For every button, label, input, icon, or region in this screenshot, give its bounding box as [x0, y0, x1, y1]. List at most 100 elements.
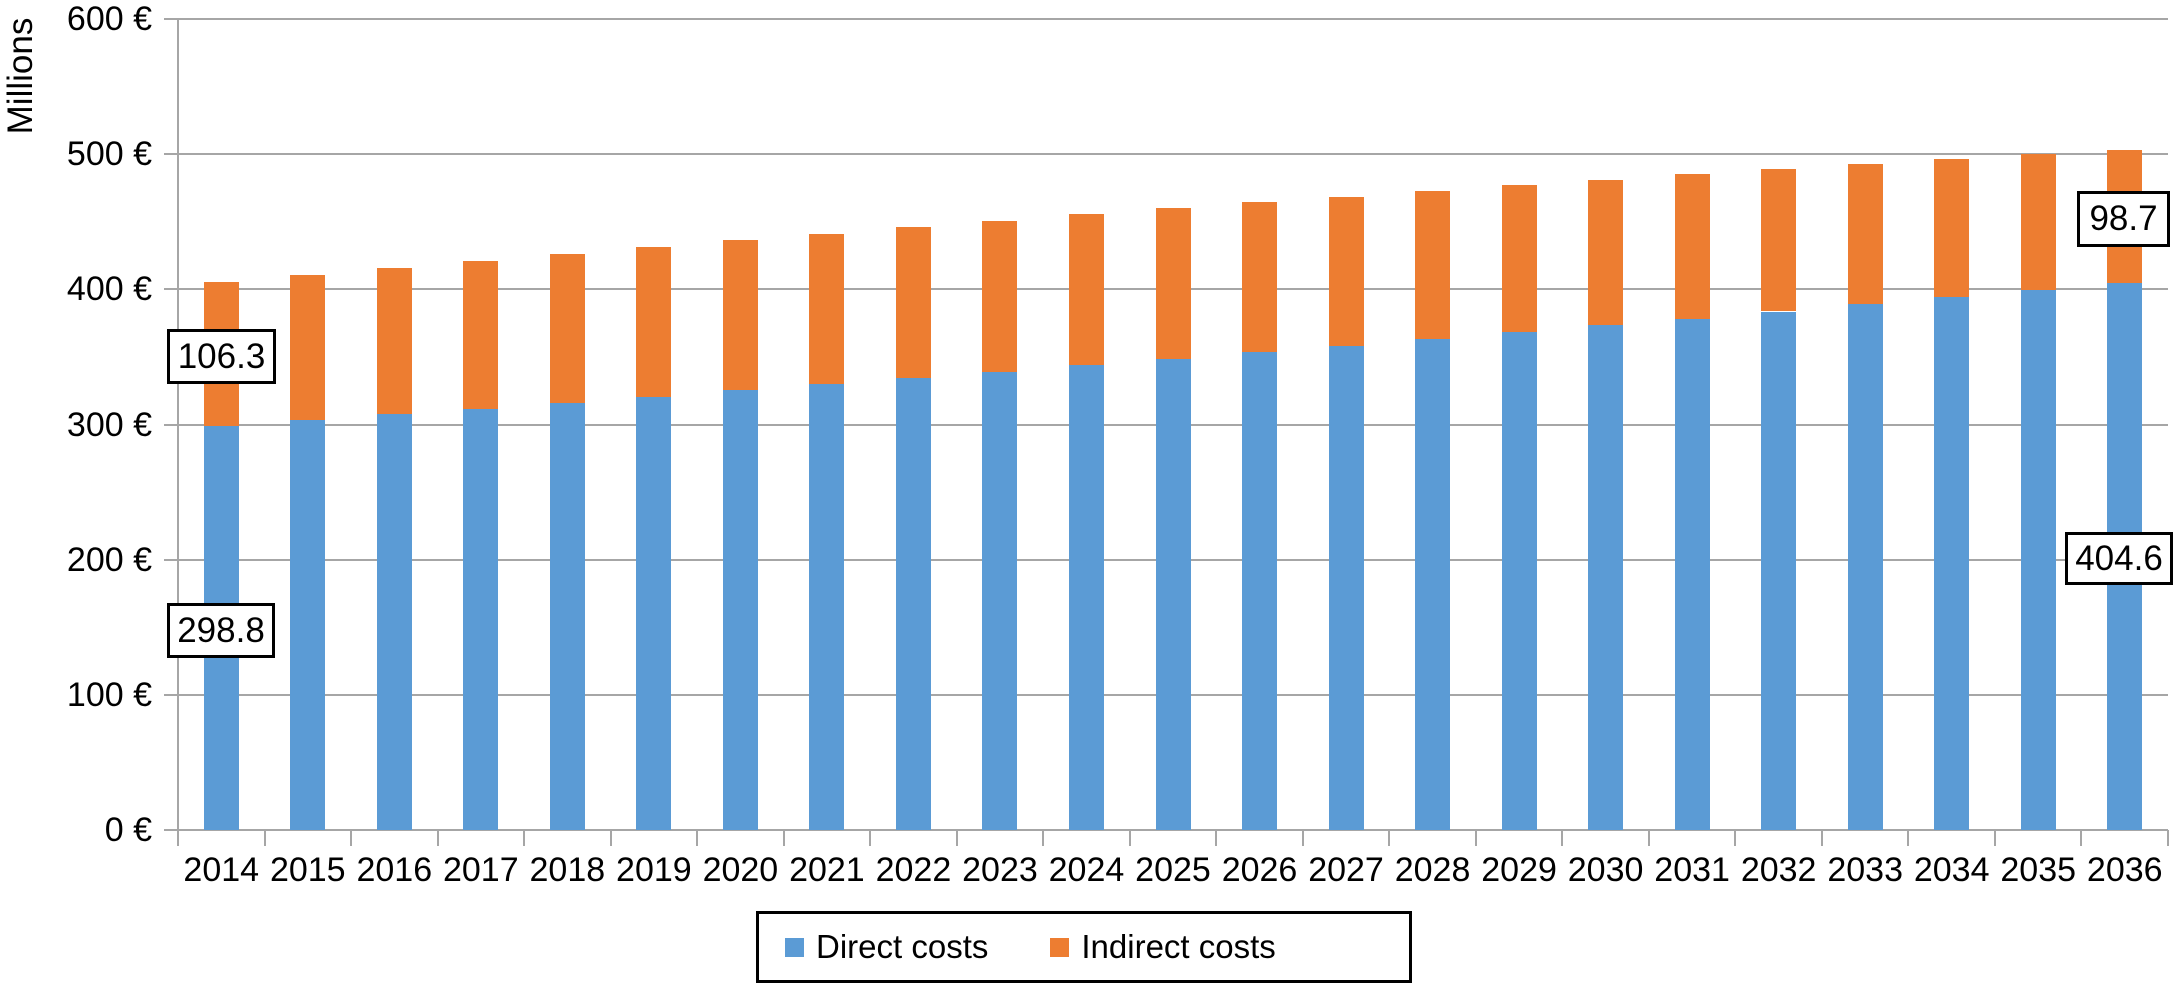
- x-axis-tick-1: [263, 830, 266, 846]
- x-axis-label-2021: 2021: [789, 851, 865, 889]
- bar-direct-2025: [1155, 358, 1191, 830]
- bar-direct-2016: [376, 414, 412, 830]
- bar-indirect-2015: [290, 275, 326, 421]
- bar-direct-2019: [636, 396, 672, 830]
- bar-indirect-2026: [1242, 202, 1278, 353]
- x-axis-tick-13: [1301, 830, 1304, 846]
- callout-direct-2014: 298.8: [167, 603, 275, 658]
- bar-indirect-2029: [1501, 185, 1537, 333]
- y-axis-label-300: 300 €: [66, 405, 152, 444]
- legend-item-direct-costs: Direct costs: [785, 928, 988, 966]
- bar-direct-2017: [463, 408, 499, 830]
- y-axis-label-400: 400 €: [66, 270, 152, 309]
- x-axis-tick-15: [1474, 830, 1477, 846]
- x-axis-tick-11: [1128, 830, 1131, 846]
- x-axis-label-2025: 2025: [1135, 851, 1211, 889]
- callout-indirect-2036: 98.7: [2077, 191, 2170, 247]
- x-axis-label-2018: 2018: [529, 851, 606, 889]
- y-axis-tick-300: [164, 423, 178, 426]
- x-axis-label-2033: 2033: [1827, 851, 1903, 889]
- x-axis-tick-3: [436, 830, 439, 846]
- bar-direct-2030: [1588, 325, 1624, 830]
- y-axis-label-100: 100 €: [66, 675, 152, 714]
- bar-direct-2034: [1934, 297, 1970, 830]
- bar-indirect-2017: [463, 260, 499, 409]
- x-axis-tick-23: [2167, 830, 2169, 846]
- bar-indirect-2027: [1328, 196, 1364, 346]
- bar-indirect-2030: [1588, 179, 1624, 326]
- x-axis-label-2023: 2023: [962, 851, 1038, 889]
- bar-indirect-2022: [895, 227, 931, 378]
- x-axis-tick-8: [869, 830, 872, 846]
- legend-item-indirect-costs: Indirect costs: [1050, 928, 1276, 966]
- x-axis-tick-20: [1907, 830, 1910, 846]
- x-axis-tick-4: [523, 830, 526, 846]
- bar-direct-2028: [1415, 338, 1451, 830]
- bar-indirect-2023: [982, 220, 1018, 372]
- bar-indirect-2024: [1068, 214, 1104, 366]
- x-axis-tick-5: [609, 830, 612, 846]
- bar-indirect-2032: [1761, 169, 1797, 312]
- y-axis-tick-200: [164, 558, 178, 561]
- x-axis-label-2029: 2029: [1481, 851, 1557, 889]
- x-axis-label-2028: 2028: [1394, 851, 1471, 889]
- x-axis-tick-2: [350, 830, 353, 846]
- callout-indirect-2014: 106.3: [167, 329, 276, 384]
- x-axis-tick-17: [1647, 830, 1650, 846]
- y-axis-tick-100: [164, 693, 178, 696]
- x-axis-label-2022: 2022: [875, 851, 952, 889]
- x-axis-label-2019: 2019: [616, 851, 692, 889]
- x-axis-label-2026: 2026: [1221, 851, 1298, 889]
- x-axis-tick-12: [1215, 830, 1218, 846]
- bar-direct-2029: [1501, 332, 1537, 830]
- bar-indirect-2018: [549, 253, 585, 403]
- x-axis-label-2032: 2032: [1740, 851, 1817, 889]
- y-axis-label-200: 200 €: [66, 540, 152, 579]
- x-axis-label-2015: 2015: [269, 851, 346, 889]
- bar-direct-2032: [1761, 311, 1797, 830]
- bar-direct-2015: [290, 420, 326, 830]
- x-axis-tick-0: [177, 830, 179, 846]
- x-axis-tick-9: [955, 830, 958, 846]
- y-axis-label-600: 600 €: [66, 0, 152, 38]
- x-axis-tick-16: [1561, 830, 1564, 846]
- bar-direct-2024: [1068, 365, 1104, 830]
- x-axis-tick-10: [1042, 830, 1045, 846]
- gridline-500: [178, 153, 2168, 156]
- x-axis-label-2035: 2035: [2000, 851, 2077, 889]
- bar-direct-2033: [1847, 304, 1883, 830]
- x-axis-label-2031: 2031: [1654, 851, 1730, 889]
- x-axis-tick-19: [1820, 830, 1823, 846]
- x-axis-label-2027: 2027: [1308, 851, 1384, 889]
- bar-direct-2022: [895, 378, 931, 830]
- x-axis-label-2016: 2016: [356, 851, 433, 889]
- gridline-0: [178, 829, 2168, 831]
- x-axis-tick-18: [1734, 830, 1737, 846]
- x-axis-label-2017: 2017: [442, 851, 519, 889]
- bar-indirect-2035: [2020, 154, 2056, 291]
- bar-direct-2027: [1328, 345, 1364, 830]
- bar-indirect-2020: [722, 240, 758, 391]
- x-axis-label-2020: 2020: [702, 851, 779, 889]
- y-axis-label-0: 0 €: [104, 811, 152, 849]
- y-axis-line: [177, 19, 179, 846]
- indirect-costs-swatch-icon: [1050, 937, 1070, 957]
- legend-label-indirect-costs: Indirect costs: [1081, 928, 1276, 965]
- bar-indirect-2025: [1155, 208, 1191, 359]
- bar-indirect-2031: [1674, 174, 1710, 319]
- x-axis-tick-7: [782, 830, 785, 846]
- bar-direct-2020: [722, 390, 758, 830]
- x-axis-label-2034: 2034: [1913, 851, 1990, 889]
- y-axis-tick-400: [164, 288, 178, 291]
- x-axis-label-2036: 2036: [2086, 851, 2163, 889]
- x-axis-tick-22: [2080, 830, 2083, 846]
- x-axis-label-2014: 2014: [183, 851, 260, 889]
- y-axis-tick-0: [164, 829, 178, 831]
- bar-direct-2021: [809, 384, 845, 830]
- direct-costs-swatch-icon: [785, 937, 804, 957]
- x-axis-tick-14: [1388, 830, 1391, 846]
- y-axis-tick-500: [164, 153, 178, 156]
- x-axis-label-2030: 2030: [1567, 851, 1644, 889]
- bar-indirect-2033: [1847, 164, 1883, 305]
- y-axis-tick-600: [164, 18, 178, 20]
